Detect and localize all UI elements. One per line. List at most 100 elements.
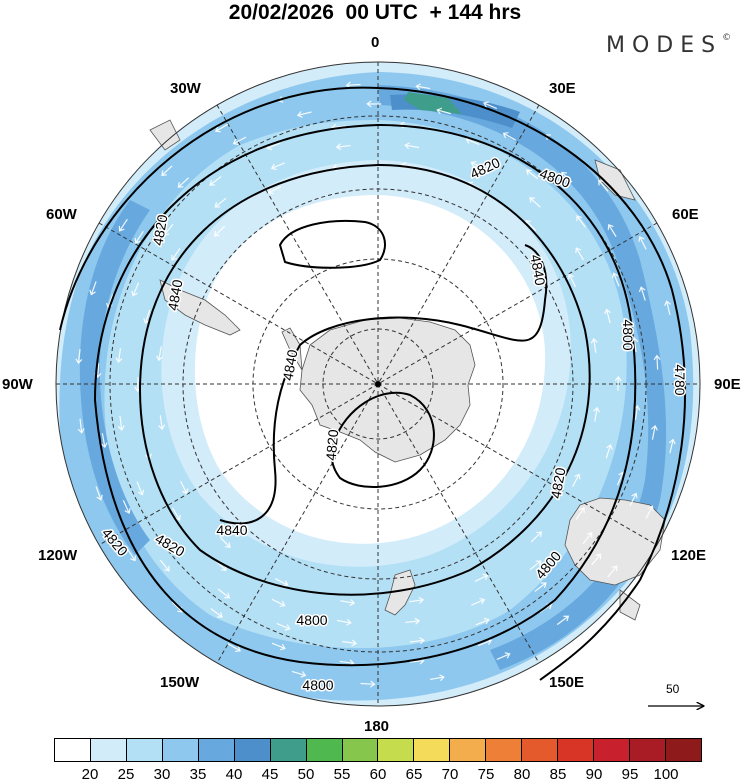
colorbar-tick-label: 20 — [81, 766, 99, 783]
wind-arrow — [75, 349, 83, 365]
contour-label: 4800 — [620, 319, 636, 350]
wind-arrow — [366, 100, 382, 108]
wind-arrow — [593, 406, 600, 422]
colorbar-tick-label: 60 — [369, 766, 387, 783]
wind-arrow — [360, 680, 376, 688]
wind-arrow — [296, 111, 312, 118]
wind-arrow — [561, 171, 573, 183]
meridian-label-120e: 120E — [671, 547, 707, 564]
wind-arrow — [502, 132, 517, 141]
meridian-label-150w: 150W — [160, 674, 200, 691]
wind-arrow — [267, 186, 282, 195]
land-masses — [149, 119, 666, 621]
wind-arrow — [575, 247, 585, 261]
colorbar-tick-label: 90 — [585, 766, 603, 783]
wind-arrow — [100, 433, 108, 449]
modes-logo: MODES© — [606, 33, 731, 58]
colorbar-swatch — [594, 739, 630, 761]
wind-arrow — [638, 235, 647, 250]
wind-arrow — [117, 415, 125, 431]
wind-arrow — [404, 142, 420, 150]
wind-arrow — [214, 197, 227, 208]
wind-arrow — [170, 540, 180, 553]
wind-arrow — [575, 507, 585, 520]
wind-arrow — [614, 375, 622, 391]
wind-arrow — [496, 652, 511, 661]
wind-arrow — [470, 160, 485, 170]
wind-arrow — [607, 565, 618, 578]
colorbar-swatch — [90, 739, 127, 761]
wind-arrow — [209, 176, 222, 186]
wind-arrow — [161, 165, 173, 177]
wind-scale-label: 50 — [666, 682, 680, 696]
wind-arrow — [180, 480, 189, 495]
contour-label: 4800 — [302, 677, 333, 693]
contour-label: 4840 — [164, 278, 185, 312]
wind-arrow — [409, 596, 425, 604]
wind-arrow — [572, 473, 581, 488]
wind-arrow — [159, 559, 170, 572]
wind-arrow — [651, 424, 658, 440]
wind-arrow — [95, 486, 103, 501]
wind-arrow — [210, 608, 223, 618]
wind-arrow — [136, 481, 145, 496]
wind-arrow — [525, 169, 539, 180]
colorbar-swatch — [665, 739, 701, 761]
wind-arrow — [217, 588, 231, 599]
meridian-label-150e: 150E — [549, 674, 585, 691]
colorbar-swatch — [306, 739, 343, 761]
meridian-label-180: 180 — [364, 718, 390, 735]
wind-arrow — [77, 418, 85, 434]
wind-arrow — [143, 309, 151, 325]
wind-arrow — [534, 582, 547, 592]
colorbar-swatch — [630, 739, 666, 761]
wind-arrow — [576, 215, 586, 228]
wind-arrow — [227, 643, 241, 653]
wind-arrow — [638, 286, 646, 301]
wind-arrow — [115, 348, 123, 364]
colorbar-tick-label: 45 — [261, 766, 279, 783]
wind-arrow — [611, 272, 620, 287]
colorbar-swatch — [270, 739, 307, 761]
wind-arrow — [529, 197, 541, 208]
wind-arrow — [171, 248, 181, 261]
colorbar-tick-label: 25 — [117, 766, 135, 783]
map-title: 20/02/2026 00 UTC + 144 hrs — [228, 1, 522, 24]
meridian-label-30w: 30W — [170, 80, 201, 97]
colorbar-tick-label: 80 — [513, 766, 531, 783]
colorbar-swatch — [162, 739, 199, 761]
wind-arrow — [409, 637, 425, 645]
wind-arrow — [276, 622, 291, 631]
meridian-label-60e: 60E — [672, 206, 699, 223]
wind-arrow — [474, 573, 489, 582]
wind-arrow — [483, 101, 498, 110]
wind-arrow — [436, 107, 451, 115]
colorbar — [54, 738, 702, 762]
wind-arrow — [156, 346, 163, 362]
wind-arrow — [177, 177, 190, 188]
wind-arrow — [567, 273, 576, 288]
contour-label: 4820 — [323, 429, 342, 462]
colorbar-swatch — [198, 739, 235, 761]
wind-arrow — [674, 369, 682, 384]
wind-arrow — [629, 492, 638, 507]
wind-arrow — [171, 507, 181, 521]
wind-arrow — [118, 218, 128, 232]
wind-arrow — [89, 281, 97, 296]
wind-arrow — [607, 223, 617, 238]
wind-arrow — [605, 443, 613, 459]
wind-arrow — [668, 438, 676, 454]
wind-arrow — [653, 354, 661, 370]
wind-arrow — [556, 615, 570, 626]
wind-arrow — [604, 308, 611, 324]
wind-arrow — [163, 223, 174, 237]
colorbar-tick-label: 30 — [153, 766, 171, 783]
colorbar-swatch — [342, 739, 379, 761]
wind-arrow — [475, 617, 490, 626]
colorbar-tick-label: 70 — [441, 766, 459, 783]
colorbar-swatch — [234, 739, 271, 761]
wind-arrow — [271, 598, 286, 608]
brand-mark: © — [722, 33, 732, 43]
wind-arrow — [530, 531, 543, 543]
